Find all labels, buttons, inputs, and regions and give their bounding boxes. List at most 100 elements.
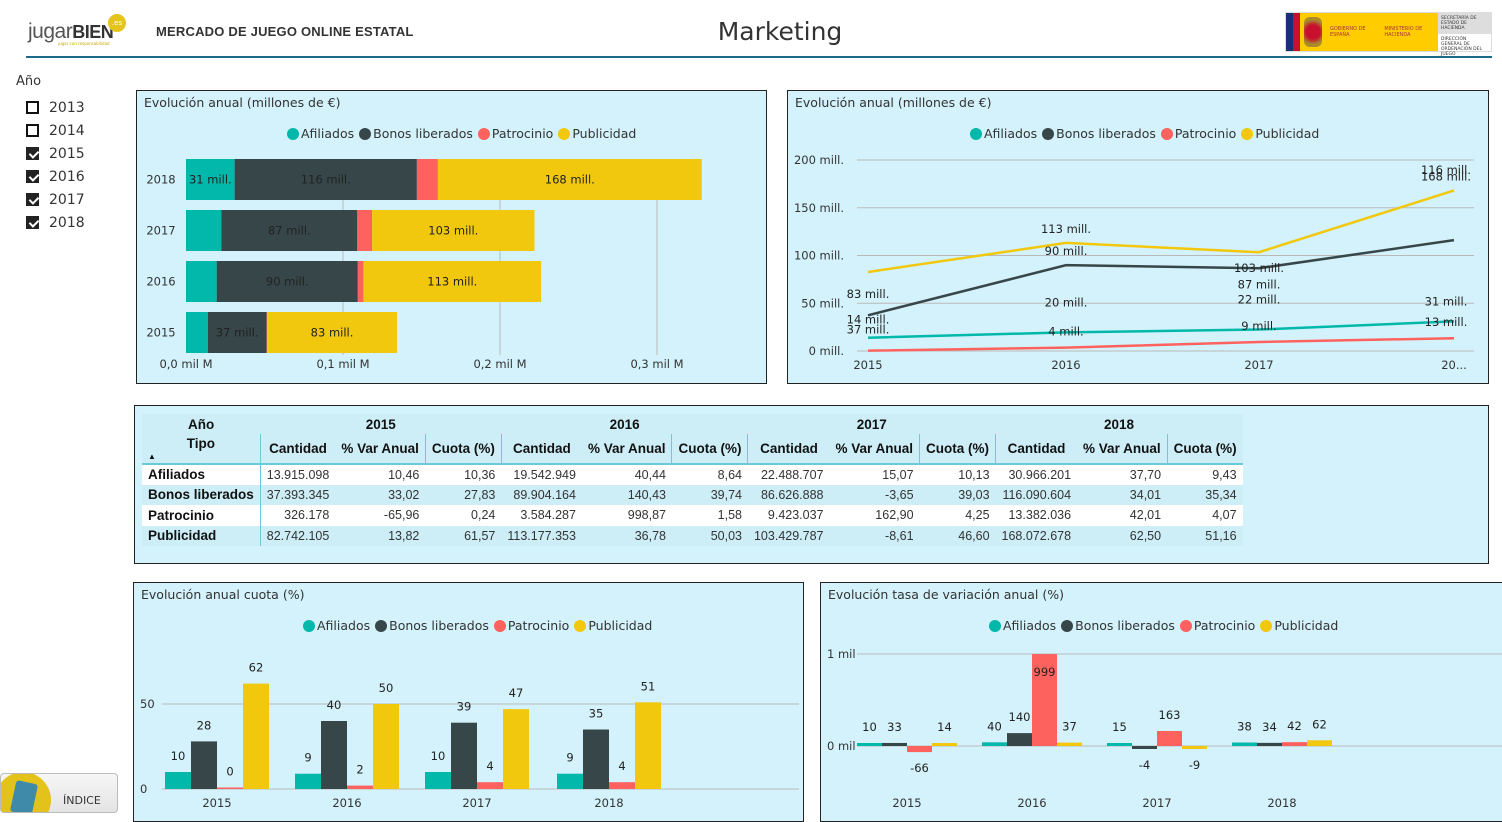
legend-item[interactable]: Bonos liberados: [1061, 618, 1175, 633]
legend-item[interactable]: Publicidad: [558, 126, 636, 141]
legend-item[interactable]: Afiliados: [287, 126, 354, 141]
column-header-tipo[interactable]: Tipo ▲: [142, 434, 261, 465]
x-tick-label: 2016: [1051, 358, 1080, 372]
table-cell: 140,43: [581, 484, 672, 505]
data-label: 168 mill.: [545, 173, 595, 187]
column-header-measure[interactable]: Cantidad: [995, 434, 1078, 465]
column-header-measure[interactable]: Cantidad: [259, 434, 336, 465]
legend-item[interactable]: Publicidad: [1260, 618, 1338, 633]
legend-item[interactable]: Bonos liberados: [375, 618, 489, 633]
bar: [165, 772, 191, 789]
legend-item[interactable]: Patrocinio: [1160, 126, 1236, 141]
bar: [609, 782, 635, 789]
data-label: 20 mill.: [1045, 295, 1088, 309]
table-cell: 30.966.201: [995, 464, 1078, 485]
table-cell: 37.393.345: [260, 484, 336, 505]
data-label: 31 mill.: [1425, 294, 1468, 308]
checkbox-checked-icon[interactable]: [26, 147, 39, 160]
bar: [932, 743, 957, 746]
legend-item[interactable]: Patrocinio: [493, 618, 569, 633]
table-cell: 13,82: [335, 525, 426, 546]
legend-dot-icon: [574, 619, 587, 632]
table-cell: 82.742.105: [260, 525, 336, 546]
x-tick-label: 2015: [853, 358, 882, 372]
table-cell: 51,16: [1167, 525, 1243, 546]
y-tick-label: 200 mill.: [794, 153, 844, 167]
legend-item[interactable]: Bonos liberados: [359, 126, 473, 141]
legend-label: Patrocinio: [1193, 618, 1256, 633]
coat-of-arms-icon: [1304, 17, 1322, 47]
data-label: 13 mill.: [1425, 315, 1468, 329]
bar: [635, 702, 661, 789]
page-title: Marketing: [717, 17, 843, 46]
table-cell: 168.072.678: [995, 525, 1078, 546]
column-header-measure[interactable]: Cantidad: [500, 434, 582, 465]
index-button[interactable]: ÍNDICE: [0, 773, 118, 813]
legend-item[interactable]: Publicidad: [1241, 126, 1319, 141]
legend-dot-icon: [1241, 127, 1254, 140]
slicer-item-2016[interactable]: 2016: [16, 165, 126, 188]
legend-item[interactable]: Bonos liberados: [1042, 126, 1156, 141]
chart-title: Evolución tasa de variación anual (%): [828, 587, 1064, 602]
bar: [477, 782, 503, 789]
data-label: 38: [1237, 720, 1252, 734]
bar: [347, 785, 373, 789]
jugarbien-logo: jugarBIEN .es jugar con responsabilidad: [28, 14, 128, 48]
logo-bold: BIEN: [72, 22, 114, 42]
slicer-item-2017[interactable]: 2017: [16, 188, 126, 211]
bar: [217, 787, 243, 789]
legend-item[interactable]: Afiliados: [989, 618, 1056, 633]
data-label: 113 mill.: [1041, 222, 1091, 236]
checkbox-checked-icon[interactable]: [26, 170, 39, 183]
slicer-item-2018[interactable]: 2018: [16, 211, 126, 234]
x-tick-label: 2015: [202, 796, 231, 810]
legend-item[interactable]: Patrocinio: [477, 126, 553, 141]
table-cell: 10,36: [425, 464, 502, 485]
bar-segment: [207, 312, 267, 353]
legend-dot-icon: [359, 127, 372, 140]
legend-item[interactable]: Publicidad: [574, 618, 652, 633]
x-tick-label: 2018: [1267, 796, 1296, 810]
slicer-item-2015[interactable]: 2015: [16, 142, 126, 165]
chart-legend: Afiliados Bonos liberados Patrocinio Public…: [989, 618, 1338, 633]
x-tick-label: 2016: [1017, 796, 1046, 810]
column-header-measure[interactable]: % Var Anual: [581, 434, 672, 465]
secretaria-label: SECRETARÍA DE ESTADO DE HACIENDA: [1438, 13, 1491, 34]
bar: [1307, 740, 1332, 746]
legend-item[interactable]: Patrocinio: [1179, 618, 1256, 633]
x-tick-label: 2017: [1244, 358, 1273, 372]
logo-text: jugar: [28, 20, 73, 43]
data-label: 28: [197, 718, 212, 732]
series-line-bonos-liberados: [867, 238, 1455, 317]
checkbox-checked-icon[interactable]: [26, 216, 39, 229]
column-header-measure[interactable]: Cuota (%): [1166, 434, 1243, 465]
direccion-label: DIRECCIÓN GENERAL DE ORDENACIÓN DEL JUEG…: [1441, 37, 1482, 57]
bar: [321, 721, 347, 789]
bar: [982, 742, 1007, 746]
slicer-item-2014[interactable]: 2014: [16, 119, 126, 142]
checkbox-checked-icon[interactable]: [26, 193, 39, 206]
table-cell: 34,01: [1077, 484, 1168, 505]
table-cell: 998,87: [581, 505, 672, 526]
legend-dot-icon: [287, 127, 299, 140]
legend-label: Bonos liberados: [1075, 618, 1175, 633]
column-header-measure[interactable]: Cuota (%): [671, 434, 748, 465]
column-header-measure[interactable]: % Var Anual: [335, 434, 426, 465]
column-header-measure[interactable]: Cantidad: [747, 434, 830, 465]
variation-bar-chart: 1 mil 0 mil 10 33 -66 14 2015 40 140 999 37 2016 15 -…: [827, 647, 1502, 810]
checkbox-unchecked-icon[interactable]: [26, 124, 39, 137]
legend-item[interactable]: Afiliados: [970, 126, 1037, 141]
table-row: Patrocinio 326.178 -65,96 0,24 3.584.287 998,…: [142, 505, 1243, 526]
checkbox-unchecked-icon[interactable]: [26, 101, 39, 114]
data-label: 9: [304, 751, 311, 765]
column-header-year: 2018: [995, 414, 1243, 434]
legend-item[interactable]: Afiliados: [303, 618, 370, 633]
column-header-measure[interactable]: % Var Anual: [1077, 434, 1168, 465]
column-header-measure[interactable]: Cuota (%): [424, 434, 502, 465]
table-cell: 13.382.036: [995, 505, 1078, 526]
sort-ascending-icon[interactable]: ▲: [148, 452, 156, 461]
column-header-measure[interactable]: Cuota (%): [919, 434, 996, 465]
column-header-measure[interactable]: % Var Anual: [829, 434, 920, 465]
bar: [882, 742, 907, 746]
slicer-item-2013[interactable]: 2013: [16, 96, 126, 119]
